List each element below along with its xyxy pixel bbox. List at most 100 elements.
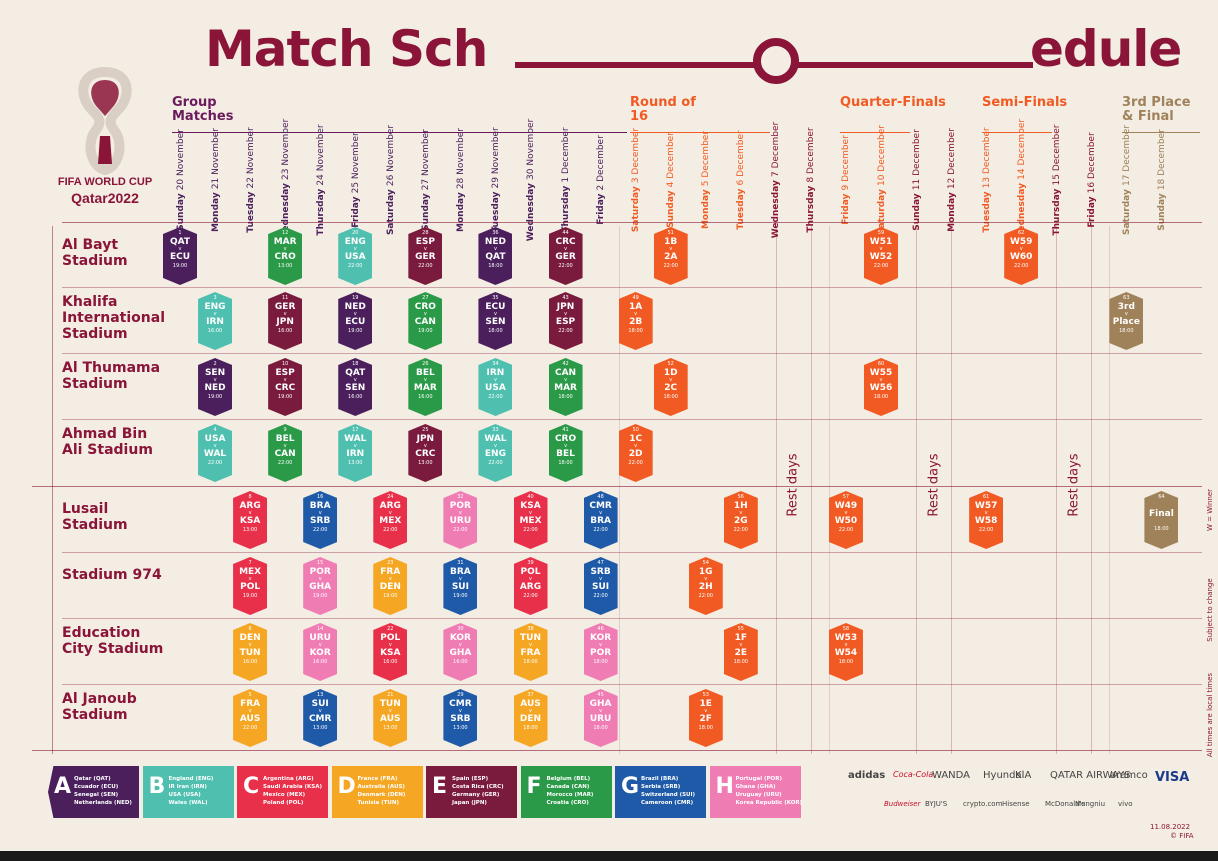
match-badge[interactable]: 63 3rd v Place 18:00 bbox=[1109, 292, 1144, 350]
match-badge[interactable]: 29 CMR v SRB 13:00 bbox=[443, 689, 478, 747]
row-divider bbox=[62, 353, 1202, 354]
match-badge[interactable]: 39 POL v ARG 22:00 bbox=[513, 557, 548, 615]
match-badge[interactable]: 43 JPN v ESP 22:00 bbox=[548, 292, 583, 350]
match-badge[interactable]: 30 KOR v GHA 16:00 bbox=[443, 623, 478, 681]
sponsor-logo: KIA bbox=[1015, 770, 1032, 781]
match-badge[interactable]: 49 1A v 2B 18:00 bbox=[618, 292, 653, 350]
match-badge[interactable]: 41 CRO v BEL 18:00 bbox=[548, 424, 583, 482]
date-header: Tuesday 22 November bbox=[245, 127, 256, 233]
match-badge[interactable]: 17 WAL v IRN 13:00 bbox=[338, 424, 373, 482]
winner-note: W = Winner bbox=[1206, 488, 1214, 532]
rest-day-line bbox=[916, 226, 918, 754]
match-badge[interactable]: 60 W55 v W56 18:00 bbox=[864, 358, 898, 416]
group-card: G Brazil (BRA) Serbia (SRB) Switzerland (SU… bbox=[615, 766, 706, 818]
date-header: Thursday 15 December bbox=[1051, 124, 1062, 236]
date-header: Wednesday 30 November bbox=[526, 118, 536, 242]
match-badge[interactable]: 38 TUN v FRA 18:00 bbox=[513, 623, 548, 681]
rest-days-label: Rest days bbox=[1066, 453, 1082, 517]
venue-name: Ahmad Bin Ali Stadium bbox=[62, 426, 153, 458]
match-badge[interactable]: 5 FRA v AUS 22:00 bbox=[233, 689, 268, 747]
match-badge[interactable]: 16 BRA v SRB 22:00 bbox=[303, 491, 338, 549]
match-badge[interactable]: 53 1E v 2F 18:00 bbox=[688, 689, 723, 747]
match-badge[interactable]: 24 ARG v MEX 22:00 bbox=[373, 491, 408, 549]
date-header: Thursday 1 December bbox=[561, 127, 572, 233]
date-header: Monday 5 December bbox=[701, 130, 712, 230]
stage-label: 3rd Place & Final bbox=[1122, 95, 1191, 124]
match-badge[interactable]: 15 POR v GHA 19:00 bbox=[303, 557, 338, 615]
match-badge[interactable]: 21 TUN v AUS 13:00 bbox=[373, 689, 408, 747]
match-badge[interactable]: 34 IRN v USA 22:00 bbox=[478, 358, 513, 416]
match-badge[interactable]: 64 Final 18:00 bbox=[1144, 491, 1179, 549]
match-badge[interactable]: 32 POR v URU 22:00 bbox=[443, 491, 478, 549]
match-badge[interactable]: 27 CRO v CAN 19:00 bbox=[408, 292, 443, 350]
rest-day-line bbox=[810, 226, 812, 754]
match-badge[interactable]: 9 BEL v CAN 22:00 bbox=[268, 424, 303, 482]
match-badge[interactable]: 47 SRB v SUI 22:00 bbox=[583, 557, 618, 615]
date-header: Sunday 18 December bbox=[1156, 129, 1167, 231]
date-header: Friday 2 December bbox=[596, 135, 607, 225]
match-badge[interactable]: 13 SUI v CMR 13:00 bbox=[303, 689, 338, 747]
match-badge[interactable]: 8 ARG v KSA 13:00 bbox=[233, 491, 268, 549]
match-badge[interactable]: 2 SEN v NED 19:00 bbox=[198, 358, 233, 416]
stage-label: Round of 16 bbox=[630, 95, 696, 124]
sponsor-logo: QATAR AIRWAYS bbox=[1050, 770, 1131, 781]
match-badge[interactable]: 57 W49 v W50 22:00 bbox=[828, 491, 863, 549]
match-badge[interactable]: 20 ENG v USA 22:00 bbox=[338, 227, 373, 285]
row-divider bbox=[62, 684, 1202, 685]
match-badge[interactable]: 11 GER v JPN 16:00 bbox=[268, 292, 303, 350]
match-badge[interactable]: 18 QAT v SEN 16:00 bbox=[338, 358, 373, 416]
local-times-note: All times are local times bbox=[1206, 672, 1214, 758]
match-badge[interactable]: 50 1C v 2D 22:00 bbox=[618, 424, 653, 482]
match-badge[interactable]: 44 CRC v GER 22:00 bbox=[548, 227, 583, 285]
match-badge[interactable]: 25 JPN v CRC 13:00 bbox=[408, 424, 443, 482]
row-divider bbox=[62, 419, 1202, 420]
rest-days-label: Rest days bbox=[785, 453, 801, 517]
match-badge[interactable]: 14 URU v KOR 16:00 bbox=[303, 623, 338, 681]
venue-name: Lusail Stadium bbox=[62, 501, 128, 533]
match-badge[interactable]: 22 POL v KSA 16:00 bbox=[373, 623, 408, 681]
match-badge[interactable]: 36 NED v QAT 18:00 bbox=[478, 227, 513, 285]
date-header: Saturday 26 November bbox=[385, 124, 396, 236]
match-badge[interactable]: 58 W53 v W54 18:00 bbox=[828, 623, 863, 681]
match-badge[interactable]: 59 W51 v W52 22:00 bbox=[864, 227, 898, 285]
match-badge[interactable]: 55 1F v 2E 18:00 bbox=[723, 623, 758, 681]
sponsor-logo: adidas bbox=[848, 770, 886, 781]
group-card: B England (ENG) IR Iran (IRN) USA (USA) Wale… bbox=[142, 766, 234, 818]
match-badge[interactable]: 51 1B v 2A 22:00 bbox=[653, 227, 688, 285]
match-badge[interactable]: 1 QAT v ECU 19:00 bbox=[163, 227, 197, 285]
match-badge[interactable]: 33 WAL v ENG 22:00 bbox=[478, 424, 513, 482]
date-header: Tuesday 13 December bbox=[981, 127, 992, 233]
match-badge[interactable]: 48 CMR v BRA 22:00 bbox=[583, 491, 618, 549]
match-badge[interactable]: 28 ESP v GER 22:00 bbox=[408, 227, 443, 285]
match-badge[interactable]: 6 DEN v TUN 16:00 bbox=[233, 623, 268, 681]
match-badge[interactable]: 31 BRA v SUI 19:00 bbox=[443, 557, 478, 615]
match-badge[interactable]: 46 KOR v POR 18:00 bbox=[583, 623, 618, 681]
match-badge[interactable]: 26 BEL v MAR 16:00 bbox=[408, 358, 443, 416]
match-badge[interactable]: 62 W59 v W60 22:00 bbox=[1004, 227, 1039, 285]
match-badge[interactable]: 56 1H v 2G 22:00 bbox=[723, 491, 758, 549]
match-badge[interactable]: 61 W57 v W58 22:00 bbox=[969, 491, 1004, 549]
match-badge[interactable]: 4 USA v WAL 22:00 bbox=[198, 424, 233, 482]
title-ring-ornament bbox=[753, 38, 799, 84]
rest-day-line bbox=[951, 226, 953, 754]
match-badge[interactable]: 19 NED v ECU 19:00 bbox=[338, 292, 373, 350]
venue-name: Al Bayt Stadium bbox=[62, 237, 128, 269]
world-cup-logo: FIFA WORLD CUP Qatar2022 bbox=[40, 66, 170, 206]
match-badge[interactable]: 40 KSA v MEX 22:00 bbox=[513, 491, 548, 549]
match-badge[interactable]: 52 1D v 2C 18:00 bbox=[653, 358, 688, 416]
date-header: Sunday 27 November bbox=[420, 129, 431, 231]
row-divider bbox=[32, 486, 1202, 487]
match-badge[interactable]: 23 FRA v DEN 19:00 bbox=[373, 557, 408, 615]
match-badge[interactable]: 10 ESP v CRC 19:00 bbox=[268, 358, 303, 416]
match-badge[interactable]: 54 1G v 2H 22:00 bbox=[688, 557, 723, 615]
match-badge[interactable]: 7 MEX v POL 19:00 bbox=[233, 557, 268, 615]
match-badge[interactable]: 37 AUS v DEN 18:00 bbox=[513, 689, 548, 747]
match-badge[interactable]: 35 ECU v SEN 18:00 bbox=[478, 292, 513, 350]
venue-left-border bbox=[52, 226, 53, 754]
match-badge[interactable]: 45 GHA v URU 18:00 bbox=[583, 689, 618, 747]
match-badge[interactable]: 12 MAR v CRO 13:00 bbox=[268, 227, 303, 285]
match-badge[interactable]: 42 CAN v MAR 18:00 bbox=[548, 358, 583, 416]
stage-label: Group Matches bbox=[172, 95, 234, 124]
bottom-bar bbox=[0, 851, 1218, 861]
match-badge[interactable]: 3 ENG v IRN 16:00 bbox=[198, 292, 233, 350]
